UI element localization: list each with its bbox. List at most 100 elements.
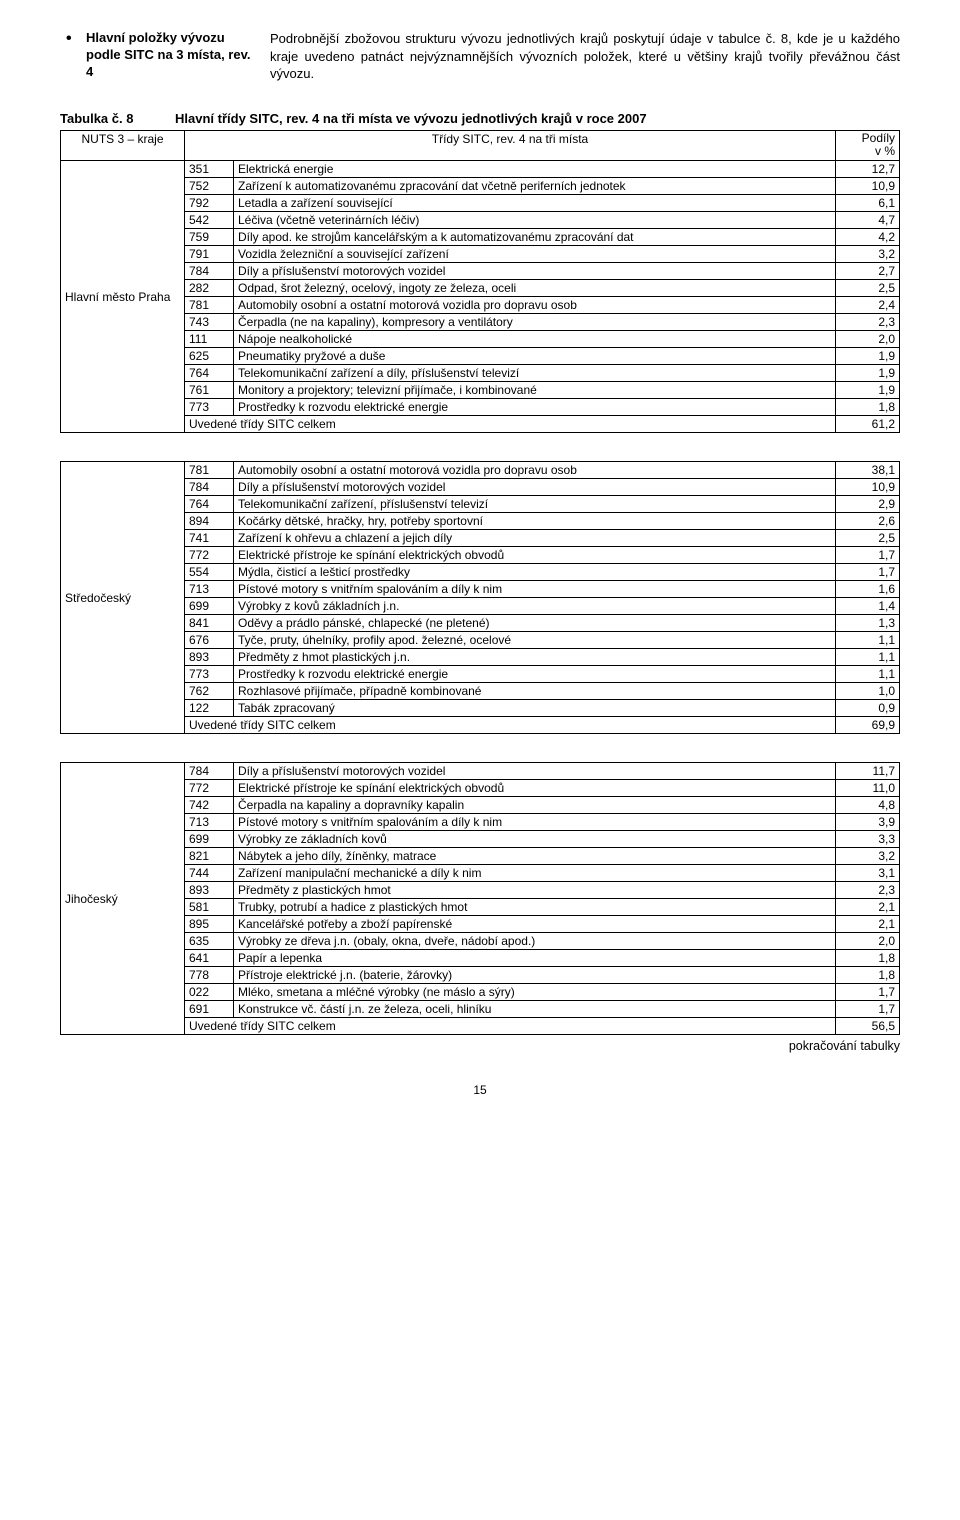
total-row: Uvedené třídy SITC celkem61,2 [61,416,900,433]
intro-left: Hlavní položky vývozu podle SITC na 3 mí… [60,30,270,81]
header-share: Podílyv % [836,130,900,161]
code-cell: 893 [185,649,234,666]
code-cell: 713 [185,814,234,831]
table-row: Středočeský781Automobily osobní a ostatn… [61,462,900,479]
table-row: 713Pístové motory s vnitřním spalováním … [61,581,900,598]
value-cell: 1,0 [836,683,900,700]
value-cell: 2,3 [836,882,900,899]
table-row: 781Automobily osobní a ostatní motorová … [61,297,900,314]
code-cell: 691 [185,1001,234,1018]
table-row: 676Tyče, pruty, úhelníky, profily apod. … [61,632,900,649]
continuation-note: pokračování tabulky [60,1039,900,1053]
page-number: 15 [60,1083,900,1097]
table-row: 699Výrobky z kovů základních j.n.1,4 [61,598,900,615]
intro-paragraph: Podrobnější zbožovou strukturu vývozu je… [270,30,900,83]
table-row: 122Tabák zpracovaný0,9 [61,700,900,717]
description-cell: Pneumatiky pryžové a duše [234,348,836,365]
code-cell: 764 [185,365,234,382]
description-cell: Pístové motory s vnitřním spalováním a d… [234,581,836,598]
code-cell: 752 [185,178,234,195]
value-cell: 38,1 [836,462,900,479]
code-cell: 792 [185,195,234,212]
code-cell: 764 [185,496,234,513]
code-cell: 841 [185,615,234,632]
code-cell: 784 [185,763,234,780]
code-cell: 744 [185,865,234,882]
tables-container: NUTS 3 – krajeTřídy SITC, rev. 4 na tři … [60,130,900,1036]
table-row: 791Vozidla železniční a související zaří… [61,246,900,263]
value-cell: 4,7 [836,212,900,229]
table-row: 762Rozhlasové přijímače, případně kombin… [61,683,900,700]
value-cell: 1,9 [836,382,900,399]
code-cell: 772 [185,547,234,564]
total-row: Uvedené třídy SITC celkem56,5 [61,1018,900,1035]
table-row: 759Díly apod. ke strojům kancelářským a … [61,229,900,246]
code-cell: 895 [185,916,234,933]
value-cell: 1,8 [836,399,900,416]
description-cell: Prostředky k rozvodu elektrické energie [234,666,836,683]
code-cell: 778 [185,967,234,984]
value-cell: 1,7 [836,984,900,1001]
description-cell: Telekomunikační zařízení, příslušenství … [234,496,836,513]
description-cell: Zařízení manipulační mechanické a díly k… [234,865,836,882]
description-cell: Pístové motory s vnitřním spalováním a d… [234,814,836,831]
description-cell: Díly apod. ke strojům kancelářským a k a… [234,229,836,246]
table-row: 542Léčiva (včetně veterinárních léčiv)4,… [61,212,900,229]
value-cell: 0,9 [836,700,900,717]
value-cell: 4,2 [836,229,900,246]
code-cell: 122 [185,700,234,717]
table-title: Tabulka č. 8 Hlavní třídy SITC, rev. 4 n… [60,111,900,126]
description-cell: Čerpadla (ne na kapaliny), kompresory a … [234,314,836,331]
table-row: 792Letadla a zařízení související6,1 [61,195,900,212]
code-cell: 759 [185,229,234,246]
value-cell: 2,1 [836,916,900,933]
table-row: 741Zařízení k ohřevu a chlazení a jejich… [61,530,900,547]
table-row: 895Kancelářské potřeby a zboží papírensk… [61,916,900,933]
total-label-cell: Uvedené třídy SITC celkem [185,1018,836,1035]
value-cell: 3,9 [836,814,900,831]
value-cell: 4,8 [836,797,900,814]
total-label-cell: Uvedené třídy SITC celkem [185,717,836,734]
value-cell: 11,7 [836,763,900,780]
table-row: 554Mýdla, čisticí a lešticí prostředky1,… [61,564,900,581]
table-row: 764Telekomunikační zařízení, příslušenst… [61,496,900,513]
total-value-cell: 69,9 [836,717,900,734]
code-cell: 542 [185,212,234,229]
code-cell: 742 [185,797,234,814]
description-cell: Elektrické přístroje ke spínání elektric… [234,780,836,797]
code-cell: 784 [185,479,234,496]
page: Hlavní položky vývozu podle SITC na 3 mí… [0,0,960,1520]
code-cell: 791 [185,246,234,263]
value-cell: 2,0 [836,933,900,950]
table-row: 778Přístroje elektrické j.n. (baterie, ž… [61,967,900,984]
table-row: 581Trubky, potrubí a hadice z plastickýc… [61,899,900,916]
value-cell: 1,8 [836,950,900,967]
region-cell: Středočeský [61,462,185,734]
code-cell: 699 [185,831,234,848]
table-row: 625Pneumatiky pryžové a duše1,9 [61,348,900,365]
value-cell: 3,2 [836,246,900,263]
table-row: 773Prostředky k rozvodu elektrické energ… [61,666,900,683]
code-cell: 635 [185,933,234,950]
code-cell: 282 [185,280,234,297]
value-cell: 11,0 [836,780,900,797]
table-row: 893Předměty z plastických hmot2,3 [61,882,900,899]
value-cell: 1,1 [836,666,900,683]
value-cell: 12,7 [836,161,900,178]
description-cell: Automobily osobní a ostatní motorová voz… [234,462,836,479]
code-cell: 625 [185,348,234,365]
description-cell: Rozhlasové přijímače, případně kombinova… [234,683,836,700]
code-cell: 772 [185,780,234,797]
description-cell: Tabák zpracovaný [234,700,836,717]
table-row: 022Mléko, smetana a mléčné výrobky (ne m… [61,984,900,1001]
code-cell: 676 [185,632,234,649]
description-cell: Telekomunikační zařízení a díly, přísluš… [234,365,836,382]
description-cell: Kočárky dětské, hračky, hry, potřeby spo… [234,513,836,530]
data-table: Jihočeský784Díly a příslušenství motorov… [60,762,900,1035]
header-nuts: NUTS 3 – kraje [61,130,185,161]
description-cell: Léčiva (včetně veterinárních léčiv) [234,212,836,229]
description-cell: Výrobky ze základních kovů [234,831,836,848]
header-sitc: Třídy SITC, rev. 4 na tři místa [185,130,836,161]
description-cell: Zařízení k automatizovanému zpracování d… [234,178,836,195]
table-number: Tabulka č. 8 [60,111,175,126]
